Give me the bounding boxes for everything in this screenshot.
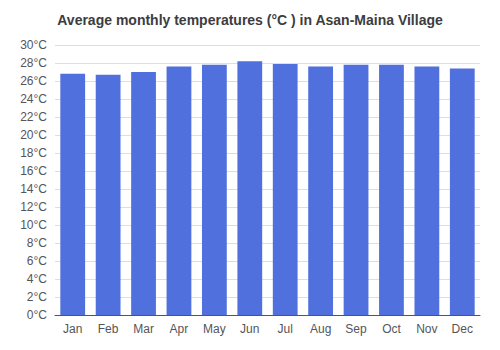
svg-text:4°C: 4°C bbox=[27, 272, 47, 286]
svg-text:Nov: Nov bbox=[416, 322, 437, 336]
svg-text:14°C: 14°C bbox=[20, 182, 47, 196]
svg-text:8°C: 8°C bbox=[27, 236, 47, 250]
svg-text:18°C: 18°C bbox=[20, 146, 47, 160]
svg-text:2°C: 2°C bbox=[27, 290, 47, 304]
svg-text:Average monthly temperatures (: Average monthly temperatures (°C ) in As… bbox=[57, 12, 443, 28]
svg-text:Aug: Aug bbox=[310, 322, 331, 336]
svg-text:24°C: 24°C bbox=[20, 92, 47, 106]
svg-text:20°C: 20°C bbox=[20, 128, 47, 142]
svg-text:30°C: 30°C bbox=[20, 38, 47, 52]
svg-text:Apr: Apr bbox=[170, 322, 189, 336]
svg-text:12°C: 12°C bbox=[20, 200, 47, 214]
svg-text:Jul: Jul bbox=[278, 322, 293, 336]
svg-text:10°C: 10°C bbox=[20, 218, 47, 232]
svg-text:22°C: 22°C bbox=[20, 110, 47, 124]
svg-text:Jan: Jan bbox=[63, 322, 82, 336]
svg-text:Sep: Sep bbox=[345, 322, 367, 336]
svg-text:28°C: 28°C bbox=[20, 56, 47, 70]
svg-text:16°C: 16°C bbox=[20, 164, 47, 178]
svg-text:26°C: 26°C bbox=[20, 74, 47, 88]
svg-text:May: May bbox=[203, 322, 226, 336]
svg-text:Oct: Oct bbox=[382, 322, 401, 336]
svg-text:Mar: Mar bbox=[133, 322, 154, 336]
svg-text:Jun: Jun bbox=[240, 322, 259, 336]
svg-text:6°C: 6°C bbox=[27, 254, 47, 268]
svg-text:Feb: Feb bbox=[98, 322, 119, 336]
svg-text:0°C: 0°C bbox=[27, 308, 47, 322]
svg-text:Dec: Dec bbox=[452, 322, 473, 336]
